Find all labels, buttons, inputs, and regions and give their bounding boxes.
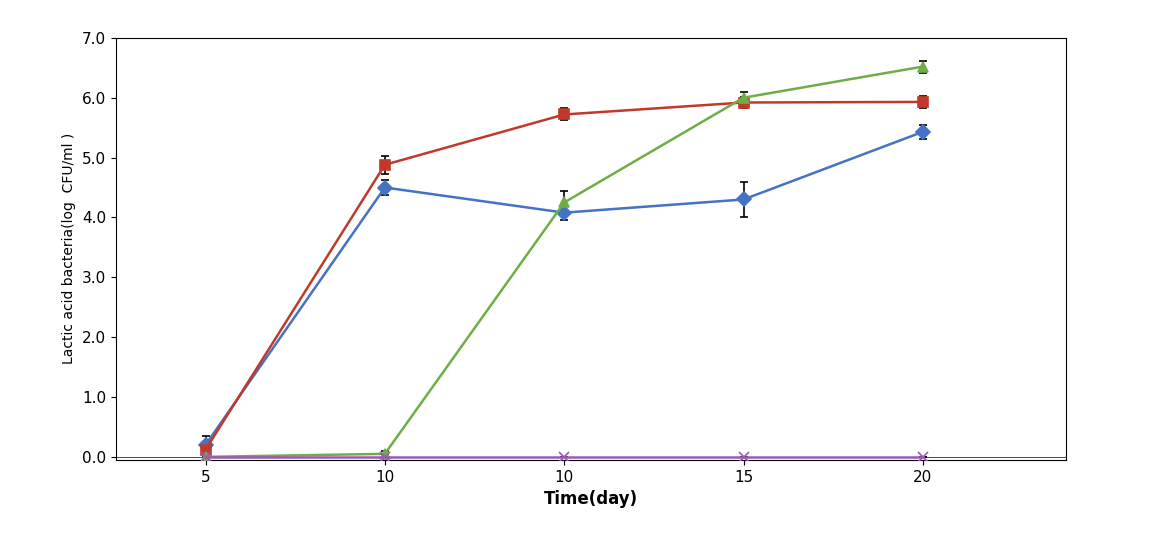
X-axis label: Time(day): Time(day) xyxy=(544,490,639,508)
Y-axis label: Lactic acid bacteria(log  CFU/ml ): Lactic acid bacteria(log CFU/ml ) xyxy=(63,133,76,365)
